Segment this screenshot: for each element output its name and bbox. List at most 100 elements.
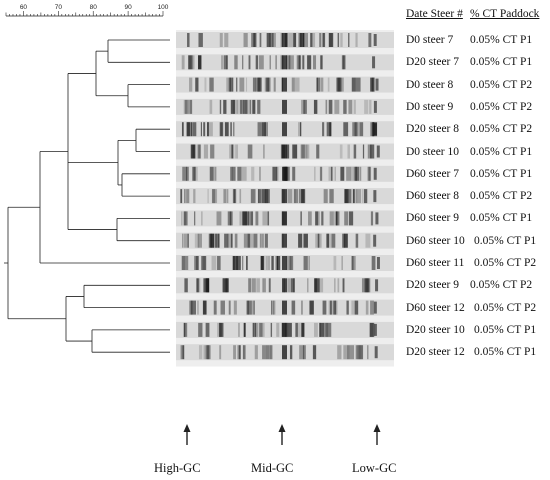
- gel-band: [318, 278, 324, 293]
- gel-band: [205, 345, 210, 360]
- gel-band: [303, 233, 308, 248]
- gel-band: [372, 56, 376, 69]
- gel-band: [282, 122, 287, 137]
- gel-band: [326, 122, 331, 137]
- gel-band: [342, 278, 345, 293]
- gel-band: [298, 55, 301, 70]
- row-treatment-label: 0.05% CT P1: [470, 212, 533, 225]
- gel-band: [330, 166, 333, 181]
- gel-band: [355, 77, 361, 92]
- gel-band: [267, 211, 270, 226]
- gel-band: [188, 55, 192, 70]
- gel-band: [211, 189, 216, 204]
- gel-band: [365, 278, 368, 293]
- gel-band: [248, 300, 253, 315]
- gel-band: [219, 122, 223, 137]
- gel-band: [346, 345, 350, 360]
- gel-band: [267, 33, 271, 47]
- gel-band: [267, 256, 270, 270]
- gel-band: [359, 122, 364, 137]
- gel-band: [181, 122, 184, 137]
- gel-lane: [176, 76, 394, 93]
- gel-band: [282, 33, 287, 47]
- gel-band: [266, 33, 270, 47]
- gel-band: [198, 33, 203, 47]
- gel-band: [312, 345, 317, 360]
- gel-band: [269, 345, 273, 360]
- gel-band: [351, 256, 356, 270]
- gel-band: [317, 233, 320, 248]
- gel-lane: [176, 54, 394, 71]
- gel-band: [230, 166, 233, 181]
- gel-band: [250, 189, 255, 204]
- gel-band: [242, 55, 244, 70]
- gel-band: [289, 55, 294, 70]
- gel-band: [187, 233, 189, 248]
- gel-band: [319, 166, 323, 181]
- gel-band: [373, 301, 377, 314]
- gel-band: [247, 233, 251, 248]
- gel-band: [339, 144, 343, 159]
- gel-band: [308, 211, 312, 226]
- gel-band: [370, 77, 374, 92]
- gel-band: [248, 300, 252, 315]
- gel-band: [363, 189, 368, 204]
- gel-band: [182, 345, 185, 360]
- gel-band: [209, 99, 213, 114]
- gel-band: [244, 322, 246, 337]
- gel-band: [198, 345, 203, 360]
- gel-band: [254, 322, 259, 337]
- gel-band: [310, 33, 313, 47]
- gel-band: [347, 189, 352, 204]
- row-sample-label: D20 steer 9: [406, 279, 460, 292]
- gel-band: [365, 233, 371, 248]
- gel-band: [346, 166, 351, 181]
- dendrogram-tree: [4, 39, 170, 353]
- gel-band: [256, 278, 260, 293]
- gel-band: [203, 122, 206, 137]
- gel-band: [231, 144, 235, 159]
- gel-band: [226, 189, 229, 204]
- gel-band: [224, 233, 229, 248]
- gel-band: [261, 189, 267, 204]
- gel-band: [236, 77, 238, 92]
- gel-band: [337, 77, 340, 92]
- gel-band: [300, 122, 302, 137]
- gel-band: [290, 256, 294, 270]
- gel-band: [201, 211, 203, 226]
- gel-band: [219, 345, 222, 360]
- gel-band: [293, 189, 296, 204]
- row-sample-label: D0 steer 10: [406, 145, 460, 158]
- gel-band: [187, 33, 189, 47]
- gel-band: [335, 211, 338, 226]
- gel-band: [320, 55, 323, 70]
- gel-band: [230, 122, 232, 137]
- gel-band: [282, 189, 287, 204]
- gel-band: [354, 122, 359, 137]
- gel-band: [344, 189, 348, 204]
- row-sample-label: D60 steer 10: [406, 234, 465, 247]
- gel-band: [261, 233, 264, 248]
- gel-band: [258, 189, 261, 204]
- gel-band: [373, 123, 377, 136]
- scale-tick-label: 80: [90, 4, 98, 11]
- gel-band: [275, 55, 277, 70]
- gel-band: [217, 233, 220, 248]
- gel-band: [313, 99, 318, 114]
- gel-band: [321, 122, 324, 137]
- gel-band: [291, 77, 295, 92]
- scale-tick-label: 70: [55, 4, 63, 11]
- gel-band: [229, 211, 233, 226]
- gel-band: [213, 300, 217, 315]
- marker-arrow-head: [373, 424, 381, 432]
- gel-band: [375, 78, 379, 91]
- gel-lane: [176, 165, 394, 182]
- gel-band: [298, 33, 302, 47]
- gel-band: [270, 322, 273, 337]
- gel-band: [293, 189, 299, 204]
- gel-band: [337, 278, 340, 293]
- gel-band: [207, 122, 209, 137]
- gel-band: [282, 211, 287, 226]
- gel-band: [183, 211, 188, 226]
- gel-band: [193, 189, 196, 204]
